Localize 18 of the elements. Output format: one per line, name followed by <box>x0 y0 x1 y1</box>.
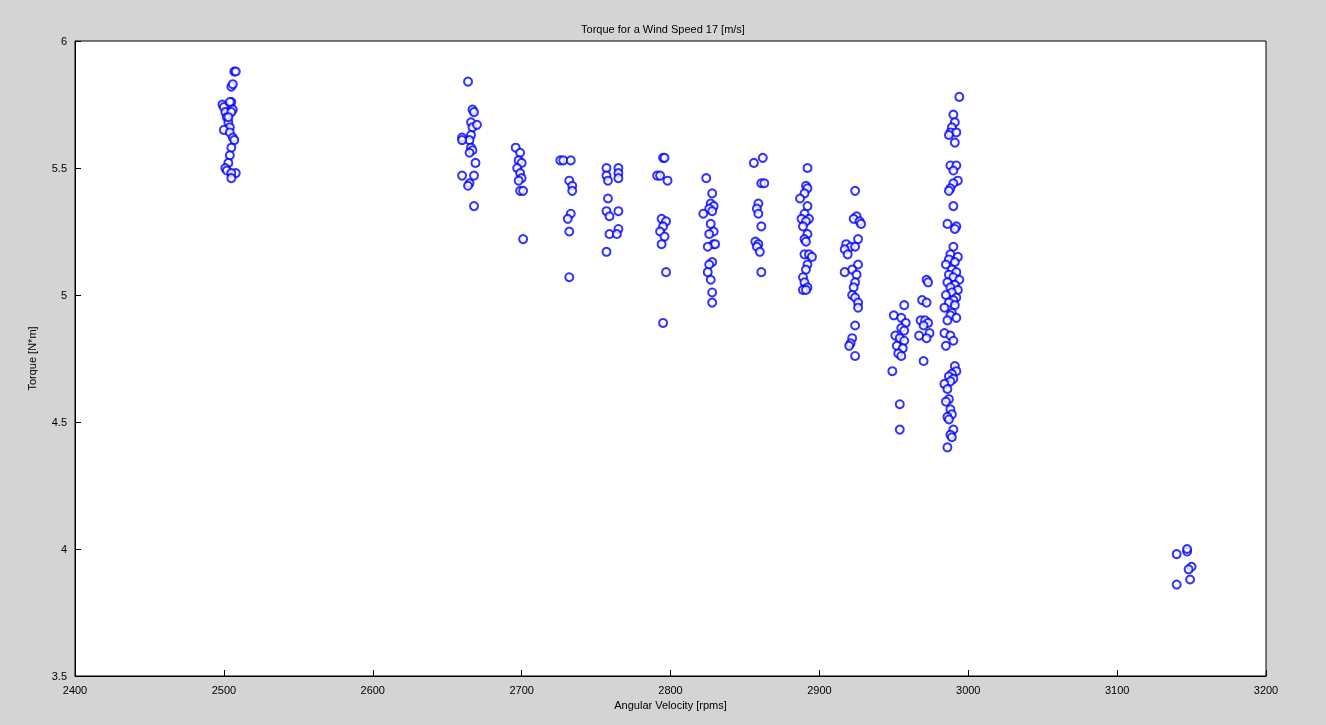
x-tick-label: 2500 <box>211 683 237 696</box>
x-tick-label: 2800 <box>658 683 683 696</box>
x-tick-label: 2400 <box>62 683 88 696</box>
y-tick-label: 4.5 <box>51 416 67 428</box>
x-tick-label: 3100 <box>1104 683 1130 696</box>
x-tick-label: 3000 <box>956 683 981 696</box>
y-tick-label: 5.5 <box>51 162 67 174</box>
chart-title: Torque for a Wind Speed 17 [m/s] <box>581 22 745 35</box>
y-tick-label: 3.5 <box>51 670 67 682</box>
y-tick-label: 5 <box>60 289 67 301</box>
x-tick-label: 2900 <box>807 683 832 696</box>
x-tick-label: 2700 <box>509 683 534 696</box>
x-tick-label: 2600 <box>360 683 385 696</box>
y-tick-label: 4 <box>60 543 67 555</box>
x-tick-label: 3200 <box>1253 683 1279 696</box>
y-tick-label: 6 <box>60 35 67 47</box>
y-axis-title: Torque [N*m] <box>25 326 38 391</box>
x-axis-title: Angular Velocity [rpms] <box>614 699 727 712</box>
